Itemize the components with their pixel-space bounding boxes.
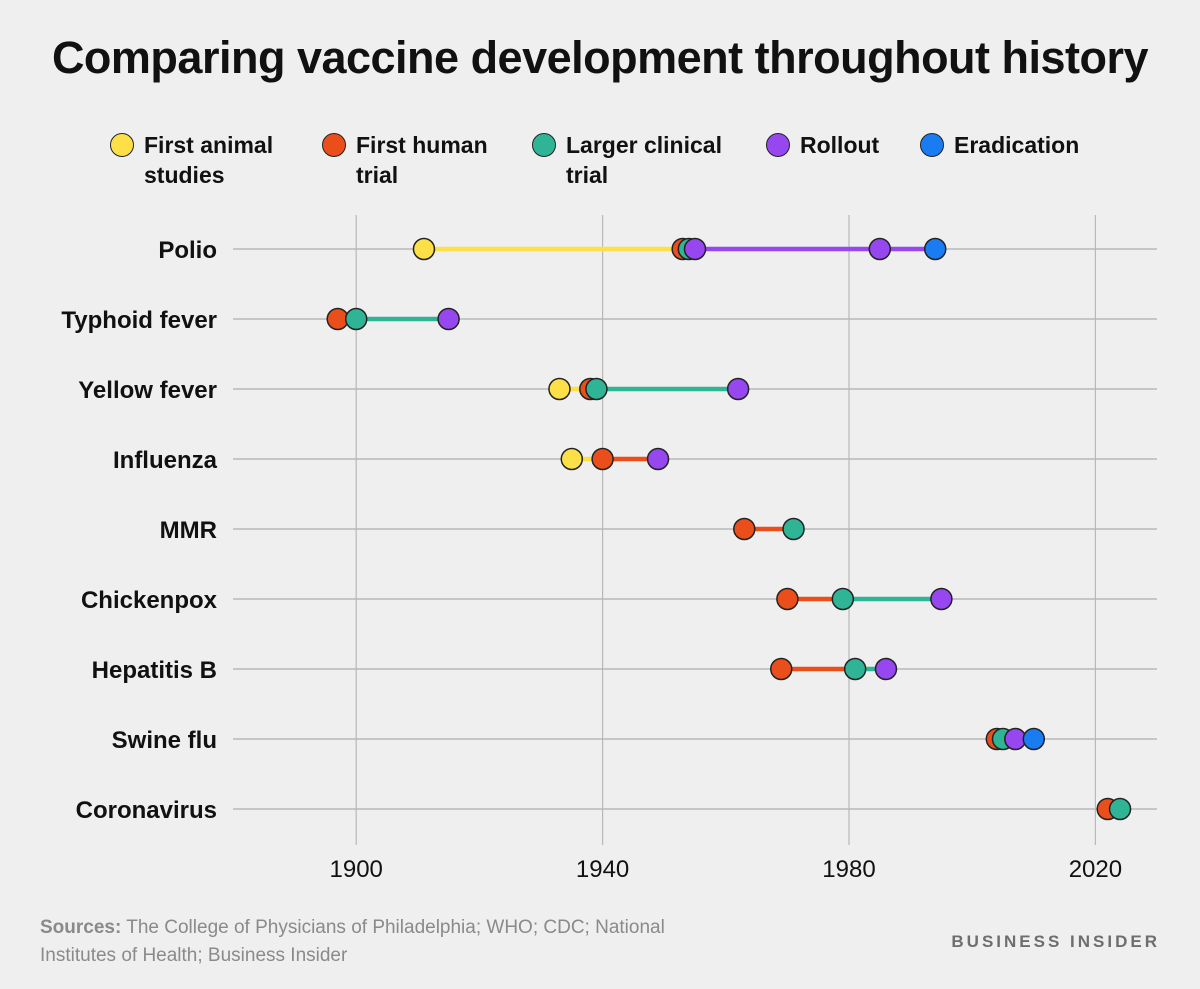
dot-yellow-fever-rollout-1962 — [726, 377, 750, 401]
row-label-polio: Polio — [158, 237, 217, 264]
dot-hepatitis-b-rollout-1986 — [874, 657, 898, 681]
dot-typhoid-fever-larger_clinical_trial-1900 — [344, 307, 368, 331]
row-label-yellow-fever: Yellow fever — [78, 377, 217, 404]
brand-logo: BUSINESS INSIDER — [951, 932, 1160, 951]
legend-label-eradication: Eradication — [954, 132, 1080, 158]
x-tick-label-1940: 1940 — [576, 856, 629, 883]
sources-text: The College of Physicians of Philadelphi… — [40, 917, 665, 966]
legend-label-first-animal-studies: First animal studies — [144, 132, 274, 188]
x-tick-label-2020: 2020 — [1069, 856, 1122, 883]
legend-item-eradication: Eradication — [920, 130, 1114, 160]
row-label-hepatitis-b: Hepatitis B — [92, 657, 217, 684]
legend: First animal studies First human trial L… — [0, 0, 1200, 200]
dot-influenza-rollout-1949 — [646, 447, 670, 471]
x-tick-label-1980: 1980 — [822, 856, 875, 883]
row-label-chickenpox: Chickenpox — [81, 587, 218, 614]
dot-polio-rollout-1985 — [868, 237, 892, 261]
dot-chickenpox-rollout-1995 — [930, 587, 953, 611]
legend-dot-rollout — [766, 133, 790, 157]
legend-item-larger-clinical-trial: Larger clinical trial — [532, 130, 741, 190]
dot-coronavirus-larger_clinical_trial-2024 — [1108, 797, 1132, 821]
legend-label-rollout: Rollout — [800, 132, 880, 158]
grid-layer — [233, 215, 1157, 845]
legend-dot-eradication — [920, 133, 944, 157]
row-label-coronavirus: Coronavirus — [76, 797, 217, 824]
dot-mmr-first_human_trial-1963 — [733, 517, 756, 541]
sources-label: Sources: — [40, 917, 122, 938]
legend-label-larger-clinical-trial: Larger clinical trial — [566, 132, 722, 188]
dot-swine-flu-eradication-2010 — [1022, 727, 1046, 751]
dot-polio-first_animal_studies-1911 — [412, 237, 436, 261]
dot-yellow-fever-larger_clinical_trial-1939 — [585, 377, 608, 401]
row-label-mmr: MMR — [160, 517, 217, 544]
dot-mmr-larger_clinical_trial-1971 — [782, 517, 805, 541]
row-label-influenza: Influenza — [113, 447, 218, 474]
sources-note: Sources: The College of Physicians of Ph… — [40, 914, 720, 970]
chart-area: 1900 1940 1980 2020 Polio Typhoid fever Yellow… — [61, 215, 1157, 883]
dot-yellow-fever-first_animal_studies-1933 — [548, 377, 571, 401]
legend-item-first-human-trial: First human trial — [322, 130, 506, 190]
legend-label-first-human-trial: First human trial — [356, 132, 488, 188]
dot-typhoid-fever-rollout-1915 — [437, 307, 460, 331]
dot-hepatitis-b-larger_clinical_trial-1981 — [843, 657, 867, 681]
dot-chickenpox-larger_clinical_trial-1979 — [831, 587, 855, 611]
x-tick-label-1900: 1900 — [330, 856, 383, 883]
dot-hepatitis-b-first_human_trial-1969 — [769, 657, 793, 681]
dot-layer — [326, 237, 1132, 821]
legend-dot-first-animal-studies — [110, 133, 134, 157]
legend-dot-first-human-trial — [322, 133, 346, 157]
legend-dot-larger-clinical-trial — [532, 133, 556, 157]
label-layer: 1900 1940 1980 2020 Polio Typhoid fever Yellow… — [61, 237, 1122, 883]
dot-polio-rollout-1955 — [683, 237, 707, 261]
legend-item-rollout: Rollout — [766, 130, 910, 160]
legend-item-first-animal-studies: First animal studies — [110, 130, 294, 190]
dot-polio-eradication-1994 — [923, 237, 947, 261]
chart-title: Comparing vaccine development throughout… — [51, 32, 1149, 83]
dot-influenza-first_human_trial-1940 — [591, 447, 614, 471]
row-label-typhoid-fever: Typhoid fever — [61, 307, 217, 334]
row-label-swine-flu: Swine flu — [112, 727, 217, 754]
dot-influenza-first_animal_studies-1935 — [560, 447, 584, 471]
dot-chickenpox-first_human_trial-1970 — [776, 587, 799, 611]
